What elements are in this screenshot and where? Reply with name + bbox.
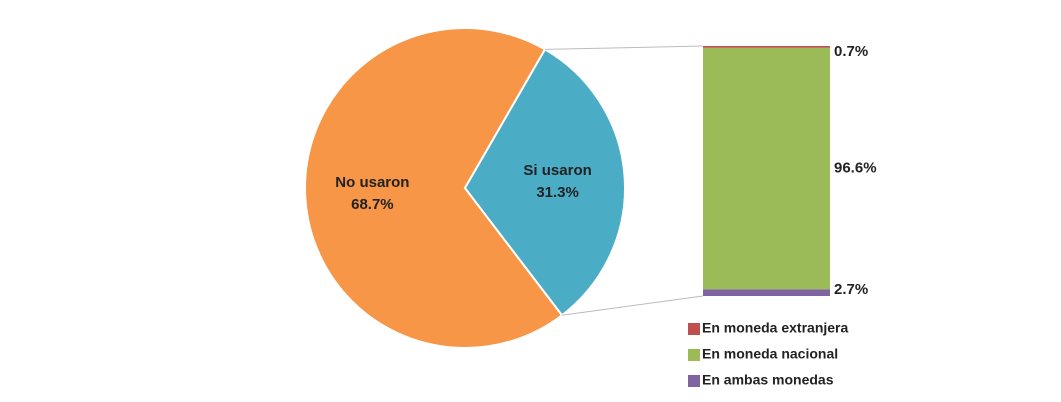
- legend-swatch: [688, 349, 700, 361]
- legend-label: En moneda extranjera: [702, 320, 848, 336]
- pie-slice: [463, 48, 626, 317]
- connector: [544, 45, 704, 50]
- legend-label: En ambas monedas: [702, 372, 834, 388]
- slice-value-label: 31.3%: [536, 184, 579, 201]
- slice-label: Si usaron: [523, 162, 591, 179]
- bar-value-label: 96.6%: [834, 159, 877, 176]
- legend-swatch: [688, 375, 700, 387]
- slice-label: No usaron: [335, 174, 409, 191]
- bar-segment: [703, 289, 830, 296]
- legend-label: En moneda nacional: [702, 346, 838, 362]
- connector: [561, 295, 704, 316]
- pie-slice: [304, 27, 564, 349]
- bar-value-label: 0.7%: [834, 43, 868, 60]
- legend-swatch: [688, 323, 700, 335]
- bar-value-label: 2.7%: [834, 281, 868, 298]
- bar-segment: [703, 46, 830, 48]
- slice-value-label: 68.7%: [351, 196, 394, 213]
- bar-segment: [703, 47, 830, 290]
